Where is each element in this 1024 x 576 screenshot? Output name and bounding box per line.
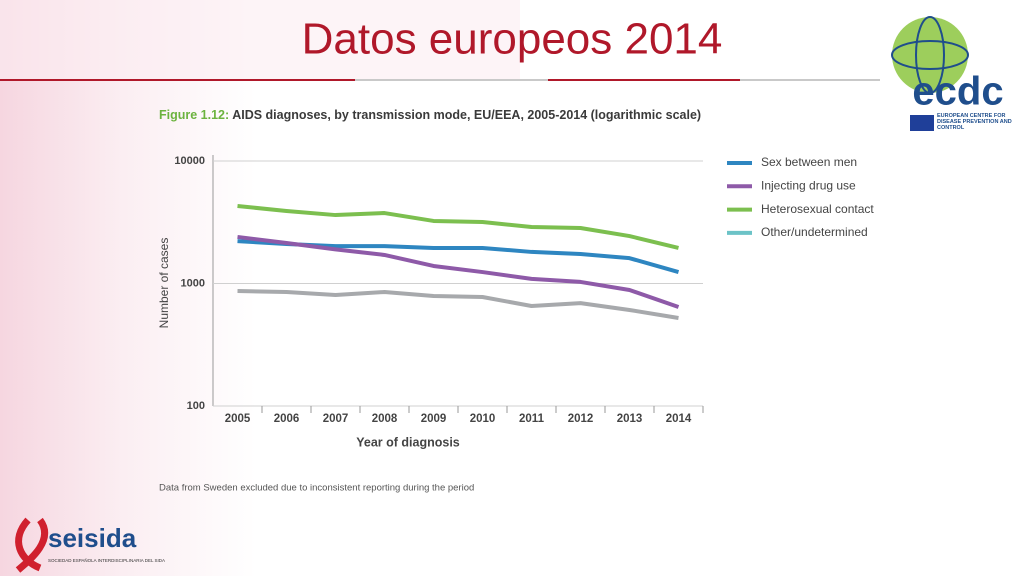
legend-label: Sex between men — [761, 155, 857, 169]
figure-title: Figure 1.12: AIDS diagnoses, by transmis… — [159, 108, 701, 122]
x-tick-label: 2013 — [617, 413, 643, 425]
ecdc-text: EUROPEAN CENTRE FOR DISEASE PREVENTION A… — [937, 113, 1012, 131]
x-tick-label: 2011 — [519, 413, 545, 425]
x-tick-label: 2007 — [323, 413, 349, 425]
ecdc-logo: ecdc EUROPEAN CENTRE FOR DISEASE PREVENT… — [891, 16, 1012, 131]
figure-label: Figure 1.12: — [159, 108, 229, 122]
ecdc-name: ecdc — [912, 70, 1003, 114]
series-line — [237, 204, 679, 250]
slide-title: Datos europeos 2014 — [302, 15, 723, 64]
legend-label: Heterosexual contact — [761, 202, 874, 216]
seisida-name: seisida — [48, 523, 137, 553]
series-line — [237, 234, 680, 309]
x-tick-label: 2010 — [470, 413, 496, 425]
x-tick-label: 2006 — [274, 413, 300, 425]
y-tick-label: 100 — [187, 400, 205, 412]
x-tick-label: 2009 — [421, 413, 447, 425]
x-tick-label: 2012 — [568, 413, 594, 425]
seisida-logo: seisida SOCIEDAD ESPAÑOLA INTERDISCIPLIN… — [15, 517, 165, 573]
y-tick-label: 1000 — [181, 277, 205, 289]
legend-label: Injecting drug use — [761, 178, 856, 192]
x-tick-label: 2008 — [372, 413, 398, 425]
legend-label: Other/undetermined — [761, 225, 868, 239]
background-wash — [0, 0, 520, 80]
series-line — [237, 288, 679, 320]
x-tick-label: 2014 — [666, 413, 692, 425]
footnote: Data from Sweden excluded due to inconsi… — [159, 483, 474, 494]
y-tick-label: 10000 — [174, 155, 205, 167]
figure-text: AIDS diagnoses, by transmission mode, EU… — [232, 108, 701, 122]
y-axis-label: Number of cases — [157, 238, 171, 329]
seisida-text: SOCIEDAD ESPAÑOLA INTERDISCIPLINARIA DEL… — [48, 557, 165, 563]
x-axis-label: Year of diagnosis — [356, 435, 460, 449]
x-tick-label: 2005 — [225, 413, 251, 425]
